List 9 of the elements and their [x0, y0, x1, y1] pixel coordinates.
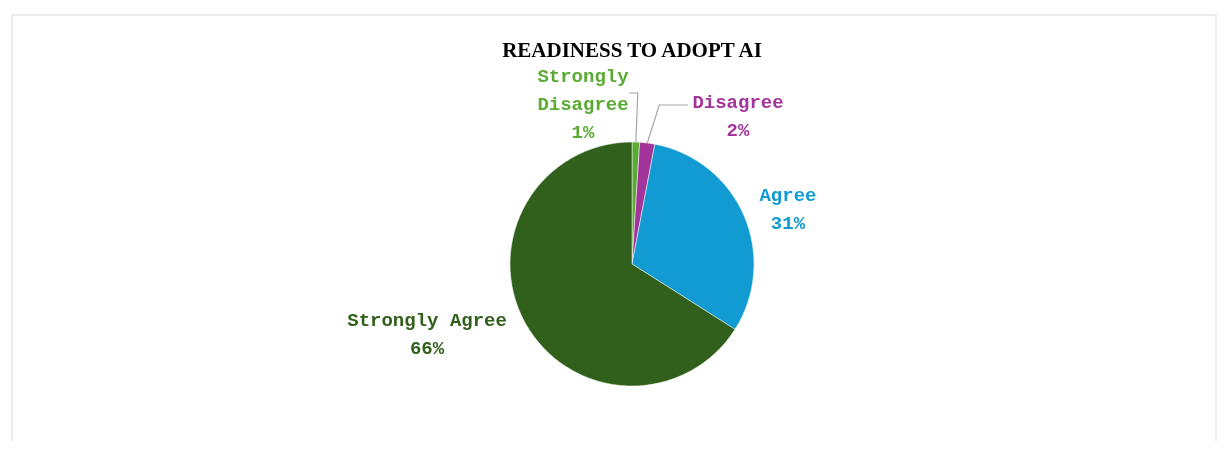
data-label: 66% — [409, 337, 445, 360]
data-label: 2% — [726, 120, 750, 142]
data-label: 31% — [770, 212, 806, 235]
chart-title: READINESS TO ADOPT AI — [502, 38, 762, 62]
slice-label: Strongly Agree — [347, 309, 507, 332]
slice-label: Agree — [759, 184, 817, 207]
slice-label: Strongly Disagree — [537, 66, 630, 116]
slice-label: Disagree — [692, 92, 784, 114]
data-label: 1% — [571, 122, 595, 144]
